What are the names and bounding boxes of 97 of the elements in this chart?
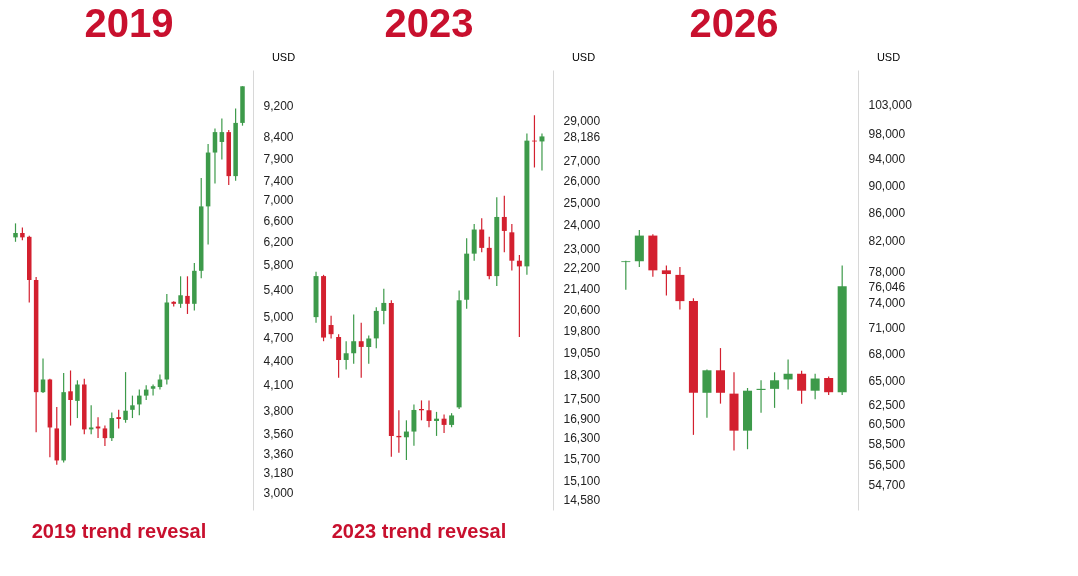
y-tick-label: 4,400 [263, 353, 294, 368]
y-tick-label: 23,000 [563, 241, 601, 256]
y-tick-label: 71,000 [868, 321, 906, 336]
y-tick-label: 16,900 [563, 411, 601, 426]
candlestick [441, 413, 447, 434]
y-tick-label: 29,000 [563, 114, 601, 129]
text: 2023 trend revesal [331, 520, 507, 542]
candlestick [824, 375, 834, 396]
candlestick [13, 222, 18, 243]
chart-title: 2019 [84, 1, 174, 45]
y-tick-label: 26,000 [563, 174, 601, 189]
y-tick-label: 25,000 [563, 195, 601, 210]
y-tick-label: 86,000 [868, 205, 906, 220]
y-tick-label: 14,580 [563, 492, 601, 507]
candlestick [130, 395, 135, 419]
y-tick-label: 76,046 [868, 279, 906, 294]
candlestick [797, 370, 807, 405]
candlestick [328, 315, 334, 339]
y-tick-label: 74,000 [868, 296, 906, 311]
y-tick-label: 22,200 [563, 261, 601, 276]
candlestick [343, 340, 349, 371]
y-tick-label: 65,000 [868, 374, 906, 389]
y-tick-label: 5,800 [263, 258, 294, 273]
chart-title: 2026 [689, 1, 779, 45]
y-tick-label: 3,800 [263, 404, 294, 419]
candlestick [178, 275, 183, 309]
y-axis-title: USD [271, 50, 296, 63]
y-tick-label: 19,800 [563, 324, 601, 339]
y-tick-label: 5,000 [263, 309, 294, 324]
y-tick-label: 4,700 [263, 330, 294, 345]
y-tick-label: 6,200 [263, 235, 294, 250]
candlestick [501, 195, 507, 253]
candlestick [40, 357, 46, 394]
y-tick-label: 5,400 [263, 282, 294, 297]
y-tick-label: 3,360 [263, 446, 294, 461]
candlestick [756, 379, 766, 414]
y-tick-label: 7,400 [263, 174, 294, 189]
y-axis-title: USD [876, 50, 901, 63]
y-tick-label: 17,500 [563, 392, 601, 407]
candlestick [715, 347, 725, 405]
candlestick [366, 334, 372, 365]
chart-title: 2023 [384, 1, 474, 45]
y-tick-label: 3,000 [263, 485, 294, 500]
text: 2019 trend revesal [31, 520, 207, 542]
y-tick-label: 27,000 [563, 153, 601, 168]
y-tick-label: 4,100 [263, 378, 294, 393]
y-tick-label: 3,560 [263, 426, 294, 441]
y-tick-label: 58,500 [868, 437, 906, 452]
candlestick [351, 313, 357, 365]
y-tick-label: 18,300 [563, 367, 601, 382]
candlestick [185, 275, 190, 315]
y-tick-label: 82,000 [868, 234, 906, 249]
y-tick-label: 98,000 [868, 127, 906, 142]
candlestick [810, 373, 820, 400]
y-tick-label: 6,600 [263, 213, 294, 228]
candlestick [434, 411, 440, 437]
candlestick [358, 322, 364, 379]
candlestick [381, 288, 387, 325]
candlestick [479, 217, 485, 253]
y-tick-label: 15,700 [563, 452, 601, 467]
y-tick-label: 7,000 [263, 193, 294, 208]
y-tick-label: 60,500 [868, 417, 906, 432]
y-tick-label: 9,200 [263, 99, 294, 114]
candlestick [702, 368, 712, 419]
candlestick [212, 127, 218, 185]
candlestick [336, 333, 342, 379]
y-tick-label: 54,700 [868, 477, 906, 492]
y-tick-label: 78,000 [868, 264, 906, 279]
y-tick-label: 94,000 [868, 152, 906, 167]
candlestick [621, 260, 631, 291]
candlestick [116, 409, 121, 430]
y-tick-label: 16,300 [563, 431, 601, 446]
y-tick-label: 3,180 [263, 465, 294, 480]
candlestick [123, 371, 128, 424]
y-tick-label: 15,100 [563, 473, 601, 488]
candlestick [539, 133, 545, 171]
y-tick-label: 21,400 [563, 281, 601, 296]
candlestick [68, 369, 73, 427]
y-tick-label: 56,500 [868, 458, 906, 473]
candlestick [102, 424, 108, 447]
y-tick-label: 19,050 [563, 345, 601, 360]
candlestick [770, 371, 780, 409]
y-tick-label: 20,600 [563, 302, 601, 317]
y-tick-label: 90,000 [868, 178, 906, 193]
y-tick-label: 7,900 [263, 151, 294, 166]
y-tick-label: 24,000 [563, 218, 601, 233]
y-tick-label: 8,400 [263, 130, 294, 145]
candlestick [661, 264, 671, 296]
y-tick-label: 62,500 [868, 397, 906, 412]
y-tick-label: 28,186 [563, 129, 601, 144]
y-tick-label: 68,000 [868, 346, 906, 361]
candlestick [137, 388, 142, 416]
candlestick [411, 403, 417, 447]
candlestick [150, 383, 156, 397]
y-axis-title: USD [571, 50, 596, 63]
y-tick-label: 103,000 [868, 97, 913, 112]
candlestick [75, 379, 80, 419]
